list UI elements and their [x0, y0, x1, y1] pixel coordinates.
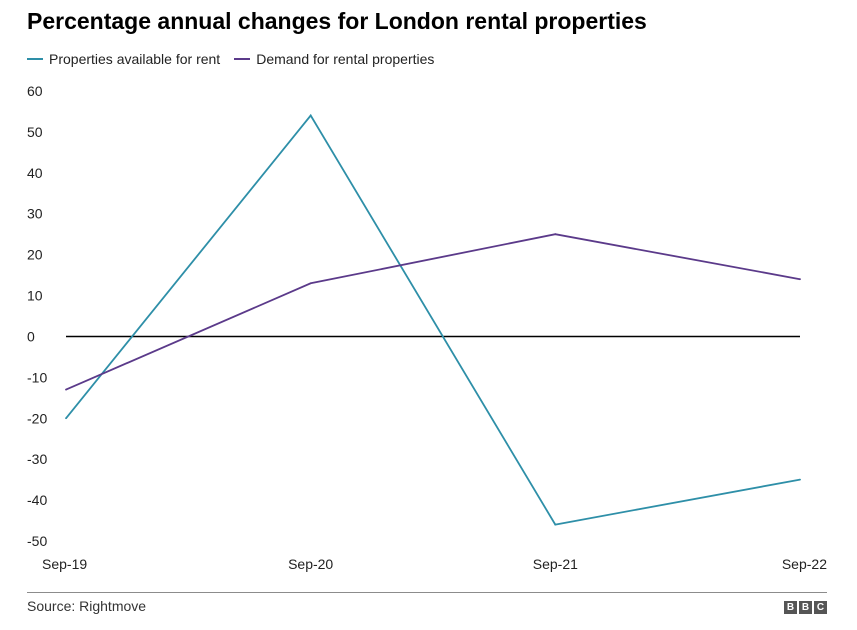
y-tick-label: -50: [27, 533, 47, 549]
legend-item-properties-available: Properties available for rent: [27, 51, 220, 67]
x-tick-label: Sep-21: [533, 556, 578, 572]
y-tick-label: 20: [27, 247, 43, 263]
y-tick-label: -10: [27, 369, 47, 385]
legend-swatch-properties-available: [27, 58, 43, 60]
bbc-logo-letter: C: [814, 601, 827, 614]
bbc-logo: B B C: [782, 601, 827, 614]
y-tick-label: -40: [27, 492, 47, 508]
series-line-properties-available: [65, 113, 801, 526]
series-line-demand: [65, 233, 801, 391]
data-point: [309, 114, 312, 117]
line-chart: 60 50 40 30 20 10 0 -10 -20 -30 -40 -50 Sep-19 Sep-20…: [27, 83, 827, 572]
y-tick-label: 50: [27, 124, 43, 140]
legend-swatch-demand: [234, 58, 251, 60]
y-tick-label: -20: [27, 410, 47, 426]
data-point: [65, 417, 67, 420]
data-point: [554, 523, 557, 526]
chart-title: Percentage annual changes for London ren…: [27, 8, 647, 34]
legend-item-demand: Demand for rental properties: [234, 51, 434, 67]
legend-label-demand: Demand for rental properties: [256, 51, 435, 67]
y-tick-label: -30: [27, 451, 47, 467]
y-tick-label: 30: [27, 206, 43, 222]
chart-legend: Properties available for rent Demand for…: [27, 51, 448, 67]
data-point: [799, 478, 801, 481]
bbc-logo-letter: B: [784, 601, 797, 614]
x-tick-label: Sep-19: [42, 556, 87, 572]
data-point: [65, 388, 67, 391]
data-point: [554, 233, 557, 236]
source-note: Source: Rightmove: [27, 598, 147, 614]
data-point: [309, 282, 312, 285]
footer-divider: [27, 592, 827, 593]
legend-label-properties-available: Properties available for rent: [49, 51, 221, 67]
x-tick-label: Sep-20: [288, 556, 333, 572]
x-tick-label: Sep-22: [782, 556, 827, 572]
data-point: [799, 278, 801, 281]
y-tick-label: 60: [27, 83, 43, 99]
y-tick-label: 0: [27, 328, 35, 344]
bbc-logo-letter: B: [799, 601, 812, 614]
y-tick-label: 40: [27, 165, 43, 181]
y-tick-label: 10: [27, 288, 43, 304]
